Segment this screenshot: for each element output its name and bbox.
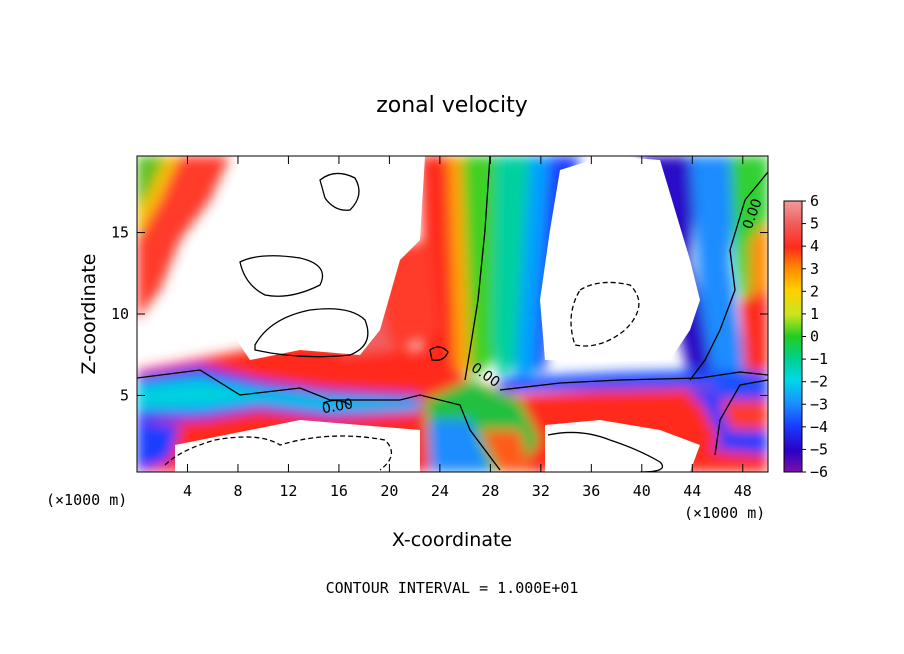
contour-line <box>689 171 768 381</box>
colorbar-tick-label: −1 <box>810 350 828 368</box>
colorbar-tick-label: −6 <box>810 463 828 481</box>
colorbar-tick-label: 0 <box>810 328 819 346</box>
colorbar-tick-label: −2 <box>810 373 828 391</box>
x-tick-label: 32 <box>532 482 550 500</box>
x-axis: 4 8 12 16 20 24 28 32 36 40 44 48 <box>183 156 752 500</box>
x-tick-label: 16 <box>330 482 348 500</box>
y-axis-label: Z-coordinate <box>78 254 100 375</box>
x-tick-label: 8 <box>233 482 242 500</box>
contour-line <box>239 255 324 297</box>
colorbar-tick-label: 2 <box>810 282 819 300</box>
contour-interval-note: CONTOUR INTERVAL = 1.000E+01 <box>326 579 579 597</box>
heatmap-field <box>137 156 768 472</box>
x-tick-label: 20 <box>380 482 398 500</box>
colorbar-scale <box>783 200 803 473</box>
contour-line <box>429 346 449 361</box>
x-tick-label: 40 <box>633 482 651 500</box>
x-tick-label: 28 <box>481 482 499 500</box>
contour-label: 0.00 <box>321 396 354 417</box>
colorbar-tick-label: −4 <box>810 418 828 436</box>
colorbar-tick-label: 4 <box>810 237 819 255</box>
x-axis-label: X-coordinate <box>392 529 512 551</box>
x-tick-label: 36 <box>582 482 600 500</box>
contour-line <box>319 172 360 211</box>
colorbar-tick-label: 5 <box>810 215 819 233</box>
x-unit-left: (×1000 m) <box>46 491 127 509</box>
x-tick-label: 12 <box>279 482 297 500</box>
x-tick-label: 44 <box>683 482 701 500</box>
colorbar-tick-label: 1 <box>810 305 819 323</box>
contour-line <box>322 399 351 406</box>
chart-title: zonal velocity <box>376 93 528 118</box>
contour-line <box>714 379 768 456</box>
colorbar: 6 5 4 3 2 1 0 −1 −2 −3 −4 −5 −6 <box>783 192 828 481</box>
contour-line <box>499 371 768 391</box>
contour-line <box>547 431 664 472</box>
contour-line <box>254 308 369 358</box>
y-tick-label: 10 <box>111 305 129 323</box>
contour-line <box>464 156 491 381</box>
x-tick-label: 4 <box>183 482 192 500</box>
x-tick-label: 24 <box>431 482 449 500</box>
x-unit-right: (×1000 m) <box>684 504 765 522</box>
contour-line <box>570 281 640 347</box>
contour-lines <box>137 156 768 472</box>
colorbar-tick-label: 3 <box>810 260 819 278</box>
x-tick-label: 48 <box>734 482 752 500</box>
y-tick-label: 5 <box>120 386 129 404</box>
colorbar-tick-label: −3 <box>810 395 828 413</box>
y-tick-label: 15 <box>111 224 129 242</box>
contour-line <box>164 435 392 471</box>
colorbar-tick-label: 6 <box>810 192 819 210</box>
contour-line <box>137 369 501 471</box>
y-axis: 5 10 15 <box>111 224 768 404</box>
colorbar-tick-label: −5 <box>810 440 828 458</box>
